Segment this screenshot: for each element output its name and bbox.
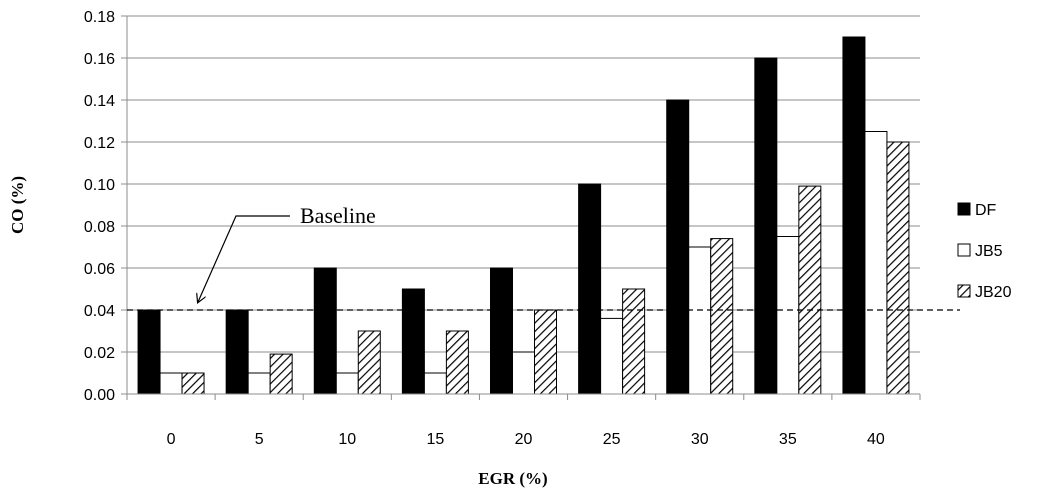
bar-jb20-35 [798,185,822,395]
legend-swatch-jb5 [957,243,971,257]
bar-jb20-40 [886,141,910,395]
bar-jb20-0 [181,372,205,395]
axis-titles: CO (%) EGR (%) [8,176,548,488]
bar-jb5-0 [159,372,183,395]
y-tick-label: 0.00 [84,387,115,404]
legend-swatch-jb20 [957,284,971,298]
baseline-label: Baseline [300,203,376,228]
bar-jb5-30 [688,246,712,395]
bar-jb20-25 [622,288,646,395]
y-tick-label: 0.12 [84,135,115,152]
bar-df-10 [313,267,337,395]
x-tick-label: 30 [691,431,709,448]
baseline-annotation: Baseline [198,203,376,302]
bar-df-0 [137,309,161,395]
legend: DF JB5 JB20 [957,202,1012,301]
x-tick-label: 20 [515,431,533,448]
bar-df-15 [401,288,425,395]
bar-df-25 [578,183,602,395]
legend-label-df: DF [975,202,997,219]
bar-jb5-10 [335,372,359,395]
legend-label-jb20: JB20 [975,284,1012,301]
y-tick-label: 0.10 [84,177,115,194]
y-tick-label: 0.02 [84,345,115,362]
bar-jb5-40 [864,131,888,395]
bar-jb20-5 [269,353,293,395]
y-axis-title: CO (%) [8,176,27,234]
x-tick-label: 10 [338,431,356,448]
bar-jb20-15 [445,330,469,395]
y-tick-label: 0.14 [84,93,115,110]
bar-jb5-20 [512,351,535,395]
baseline-arrow [198,215,290,302]
bar-jb5-35 [776,236,800,395]
y-tick-label: 0.06 [84,261,115,278]
x-tick-label: 35 [779,431,797,448]
bar-jb20-10 [357,330,381,395]
y-tick-label: 0.04 [84,303,115,320]
x-axis-title: EGR (%) [478,469,547,488]
x-tick-label: 25 [603,431,621,448]
bar-df-35 [754,57,778,395]
legend-swatch-df [957,202,971,216]
y-tick-label: 0.18 [84,9,115,26]
y-tick-label: 0.16 [84,51,115,68]
bar-jb5-25 [600,317,624,395]
x-tick-label: 0 [167,431,176,448]
bar-df-30 [666,99,690,395]
bar-df-20 [490,267,513,395]
bar-jb5-5 [247,372,271,395]
bar-df-5 [225,309,249,395]
bar-jb20-30 [710,238,734,395]
y-tick-label: 0.08 [84,219,115,236]
x-tick-label: 5 [255,431,264,448]
x-tick-label: 15 [426,431,444,448]
legend-label-jb5: JB5 [975,243,1003,260]
x-axis: 0 5 10 15 20 25 30 35 40 [126,393,921,448]
bar-jb20-20 [534,309,557,395]
bar-jb5-15 [423,372,447,395]
y-axis: 0.00 0.02 0.04 0.06 0.08 0.10 0.12 0.14 0.16 0.18 [84,9,128,404]
bar-df-40 [842,36,866,395]
x-tick-label: 40 [867,431,885,448]
